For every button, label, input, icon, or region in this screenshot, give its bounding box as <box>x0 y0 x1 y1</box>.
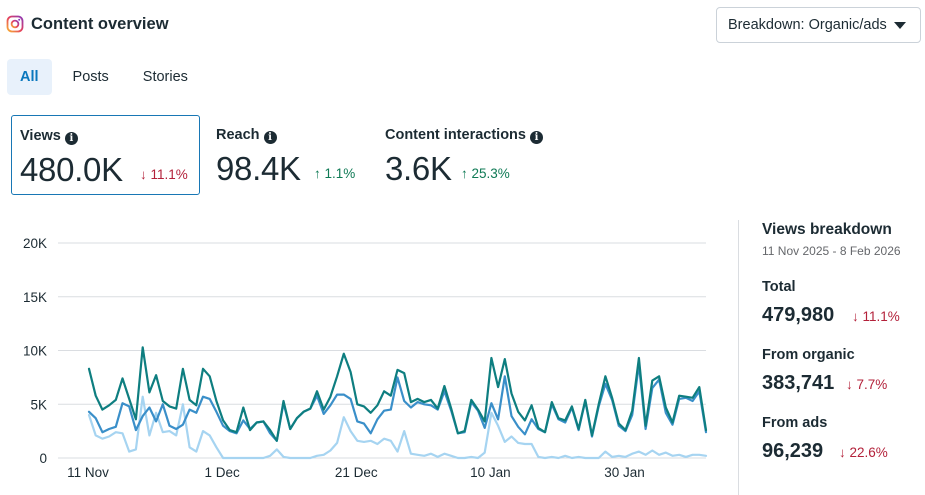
x-tick-label: 30 Jan <box>604 465 645 480</box>
breakdown-date-range: 11 Nov 2025 - 8 Feb 2026 <box>762 244 901 258</box>
breakdown-value-total: 479,980 <box>762 304 835 326</box>
y-tick-label: 20K <box>23 236 47 251</box>
tab-posts[interactable]: Posts <box>72 69 109 85</box>
arrow-down-icon: ↓ <box>852 309 859 324</box>
breakdown-change-text: 11.1% <box>862 309 900 324</box>
y-tick-label: 0 <box>39 451 47 466</box>
breakdown-value-ads: 96,239 <box>762 440 824 462</box>
metric-value-content-interactions: 3.6K <box>385 150 452 187</box>
metric-change-text: 25.3% <box>471 166 510 181</box>
breakdown-label-organic: From organic <box>762 347 855 363</box>
arrow-down-icon: ↓ <box>846 377 853 392</box>
info-icon[interactable]: i <box>263 131 277 144</box>
breakdown-value-organic: 383,741 <box>762 372 835 394</box>
series-line-from-organic <box>87 363 708 442</box>
info-icon[interactable]: i <box>529 131 543 144</box>
content-type-tabs: All Posts Stories <box>7 59 209 95</box>
metric-card-reach[interactable]: Reach i 98.4K ↑ 1.1% <box>208 115 373 195</box>
breakdown-change-text: 7.7% <box>856 377 888 392</box>
y-tick-label: 10K <box>23 344 47 359</box>
caret-down-icon <box>894 22 906 29</box>
breakdown-change-organic: ↓ 7.7% <box>846 377 887 392</box>
metric-change-reach: ↑ 1.1% <box>314 166 355 181</box>
metric-change-text: 1.1% <box>324 166 356 181</box>
series-line-total <box>87 346 708 442</box>
y-tick-label: 15K <box>23 290 47 305</box>
vertical-divider <box>738 220 739 495</box>
metric-label-text: Views <box>20 128 61 144</box>
metric-label-views: Views i <box>20 128 78 145</box>
breakdown-dropdown-button[interactable]: Breakdown: Organic/ads <box>716 7 921 43</box>
breakdown-label-total: Total <box>762 279 796 295</box>
breakdown-label-ads: From ads <box>762 415 828 431</box>
views-line-chart[interactable]: 0 5K 10K 15K 20K 11 Nov 1 Dec 21 Dec 10 Jan 30 Ja… <box>0 220 720 495</box>
metric-card-content-interactions[interactable]: Content interactions i 3.6K ↑ 25.3% <box>377 115 557 195</box>
metric-label-text: Content interactions <box>385 127 526 143</box>
y-tick-label: 5K <box>30 397 47 412</box>
x-tick-label: 10 Jan <box>470 465 511 480</box>
metric-value-reach: 98.4K <box>216 150 301 187</box>
x-tick-label: 11 Nov <box>67 465 109 480</box>
breakdown-change-text: 22.6% <box>849 445 888 460</box>
metric-label-reach: Reach i <box>216 127 277 144</box>
breakdown-title: Views breakdown <box>762 221 892 238</box>
arrow-down-icon: ↓ <box>140 167 147 182</box>
metric-change-content-interactions: ↑ 25.3% <box>461 166 510 181</box>
info-icon[interactable]: i <box>64 132 78 145</box>
x-tick-label: 21 Dec <box>335 465 378 480</box>
metric-label-text: Reach <box>216 127 260 143</box>
views-line-chart-svg: 0 5K 10K 15K 20K 11 Nov 1 Dec 21 Dec 10 Jan 30 Ja… <box>23 236 708 480</box>
metric-value-views: 480.0K <box>20 151 123 188</box>
breakdown-dropdown-label: Breakdown: Organic/ads <box>728 17 887 33</box>
instagram-icon <box>6 15 24 33</box>
header: Content overview Breakdown: Organic/ads <box>0 0 925 52</box>
arrow-down-icon: ↓ <box>839 445 846 460</box>
page-title: Content overview <box>31 15 169 33</box>
series-line-from-ads <box>87 395 708 460</box>
arrow-up-icon: ↑ <box>314 166 321 181</box>
tab-stories[interactable]: Stories <box>142 69 188 85</box>
breakdown-change-total: ↓ 11.1% <box>852 309 900 324</box>
arrow-up-icon: ↑ <box>461 166 468 181</box>
metric-change-text: 11.1% <box>150 167 188 182</box>
metric-card-views[interactable]: Views i 480.0K ↓ 11.1% <box>11 115 200 195</box>
metric-label-content-interactions: Content interactions i <box>385 127 543 144</box>
x-tick-label: 1 Dec <box>204 465 240 480</box>
breakdown-change-ads: ↓ 22.6% <box>839 445 888 460</box>
tab-all[interactable]: All <box>7 59 52 95</box>
metric-change-views: ↓ 11.1% <box>140 167 188 182</box>
